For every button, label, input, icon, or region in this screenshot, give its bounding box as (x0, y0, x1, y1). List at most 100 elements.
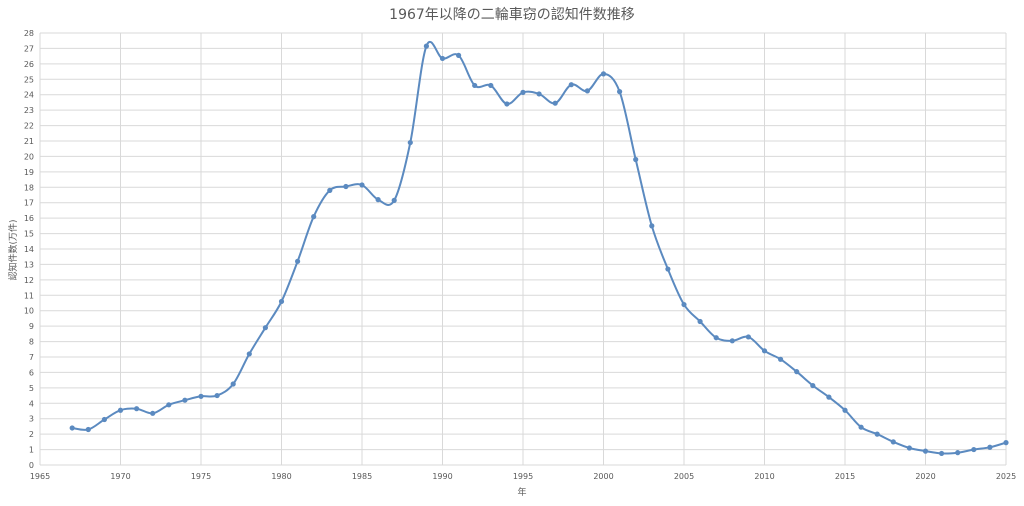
x-tick-label: 1970 (110, 472, 130, 481)
x-tick-label: 2005 (674, 472, 694, 481)
y-tick-label: 27 (24, 44, 34, 53)
data-point (166, 402, 172, 408)
x-tick-label: 1995 (513, 472, 533, 481)
data-point (955, 450, 961, 456)
y-tick-label: 26 (24, 60, 34, 69)
data-point (246, 351, 252, 357)
x-tick-label: 1965 (30, 472, 50, 481)
data-point (391, 197, 397, 203)
data-point (778, 356, 784, 362)
data-point (939, 450, 945, 457)
data-point (343, 183, 349, 190)
y-tick-label: 25 (24, 75, 34, 84)
data-point (890, 439, 896, 445)
data-point (423, 43, 429, 49)
y-tick-label: 2 (29, 430, 34, 439)
data-point (327, 187, 333, 193)
y-tick-label: 5 (29, 384, 34, 393)
x-tick-label: 2020 (915, 472, 935, 481)
data-point (826, 394, 832, 400)
data-point (697, 318, 703, 325)
data-point (633, 156, 639, 163)
data-point (874, 431, 880, 437)
data-point (858, 424, 864, 430)
data-point (262, 325, 268, 331)
x-tick-label: 2010 (754, 472, 774, 481)
data-point (617, 89, 623, 95)
data-point (761, 348, 768, 354)
y-tick-label: 28 (24, 29, 34, 38)
data-point (214, 392, 220, 399)
x-tick-label: 2000 (593, 472, 613, 481)
data-point (407, 139, 413, 146)
y-tick-label: 14 (24, 245, 34, 254)
data-point (278, 298, 285, 305)
y-tick-label: 13 (24, 260, 34, 269)
data-point (198, 393, 204, 399)
chart-title: 1967年以降の二輪車窃の認知件数推移 (389, 7, 635, 23)
data-point (842, 407, 848, 413)
y-tick-label: 20 (24, 152, 34, 161)
data-point (230, 381, 236, 387)
y-tick-label: 15 (24, 230, 34, 239)
y-tick-label: 8 (29, 338, 34, 347)
data-point (504, 101, 510, 107)
y-tick-label: 24 (24, 91, 34, 100)
data-point (311, 214, 317, 220)
data-point (922, 448, 929, 454)
data-point (295, 258, 301, 264)
y-tick-label: 6 (29, 368, 34, 377)
data-point (971, 446, 977, 453)
data-point (520, 89, 526, 95)
y-tick-label: 12 (24, 276, 34, 285)
y-tick-label: 9 (29, 322, 34, 331)
tick-labels: 0123456789101112131415161718192021222324… (24, 29, 1016, 481)
x-tick-label: 2015 (835, 472, 855, 481)
data-point (810, 382, 816, 389)
data-point (182, 397, 188, 403)
data-points (69, 43, 1009, 457)
data-point (1003, 440, 1009, 446)
x-axis-title: 年 (517, 486, 526, 498)
data-point (117, 407, 124, 413)
y-tick-label: 16 (24, 214, 34, 223)
data-point (584, 88, 591, 94)
x-tick-label: 2025 (996, 472, 1016, 481)
data-point (745, 334, 752, 340)
y-tick-label: 1 (29, 446, 34, 455)
y-tick-label: 7 (29, 353, 34, 362)
y-tick-label: 19 (24, 168, 34, 177)
y-tick-label: 22 (24, 122, 34, 131)
y-tick-label: 21 (24, 137, 34, 146)
data-point (681, 301, 687, 308)
data-point (359, 182, 365, 188)
data-point (150, 410, 156, 416)
grid-lines (39, 32, 1007, 466)
data-point (439, 55, 446, 62)
data-point (488, 82, 494, 89)
y-tick-label: 4 (29, 399, 34, 408)
data-point (665, 266, 671, 272)
data-point (536, 91, 542, 97)
y-tick-label: 11 (24, 291, 34, 300)
data-point (134, 406, 140, 412)
data-point (794, 369, 800, 375)
data-point (568, 82, 574, 88)
y-axis-title: 認知件数(万件) (7, 219, 19, 280)
y-tick-label: 10 (24, 307, 34, 316)
data-point (987, 444, 993, 450)
data-point (69, 425, 75, 431)
data-point (101, 416, 107, 423)
data-point (552, 100, 558, 106)
y-tick-label: 0 (29, 461, 34, 470)
data-point (456, 52, 462, 58)
data-point (600, 71, 607, 77)
x-tick-label: 1990 (432, 472, 452, 481)
data-point (375, 197, 381, 203)
y-tick-label: 23 (24, 106, 34, 115)
x-tick-label: 1975 (191, 472, 211, 481)
y-tick-label: 3 (29, 415, 34, 424)
y-tick-label: 17 (24, 199, 34, 208)
data-point (906, 445, 913, 451)
